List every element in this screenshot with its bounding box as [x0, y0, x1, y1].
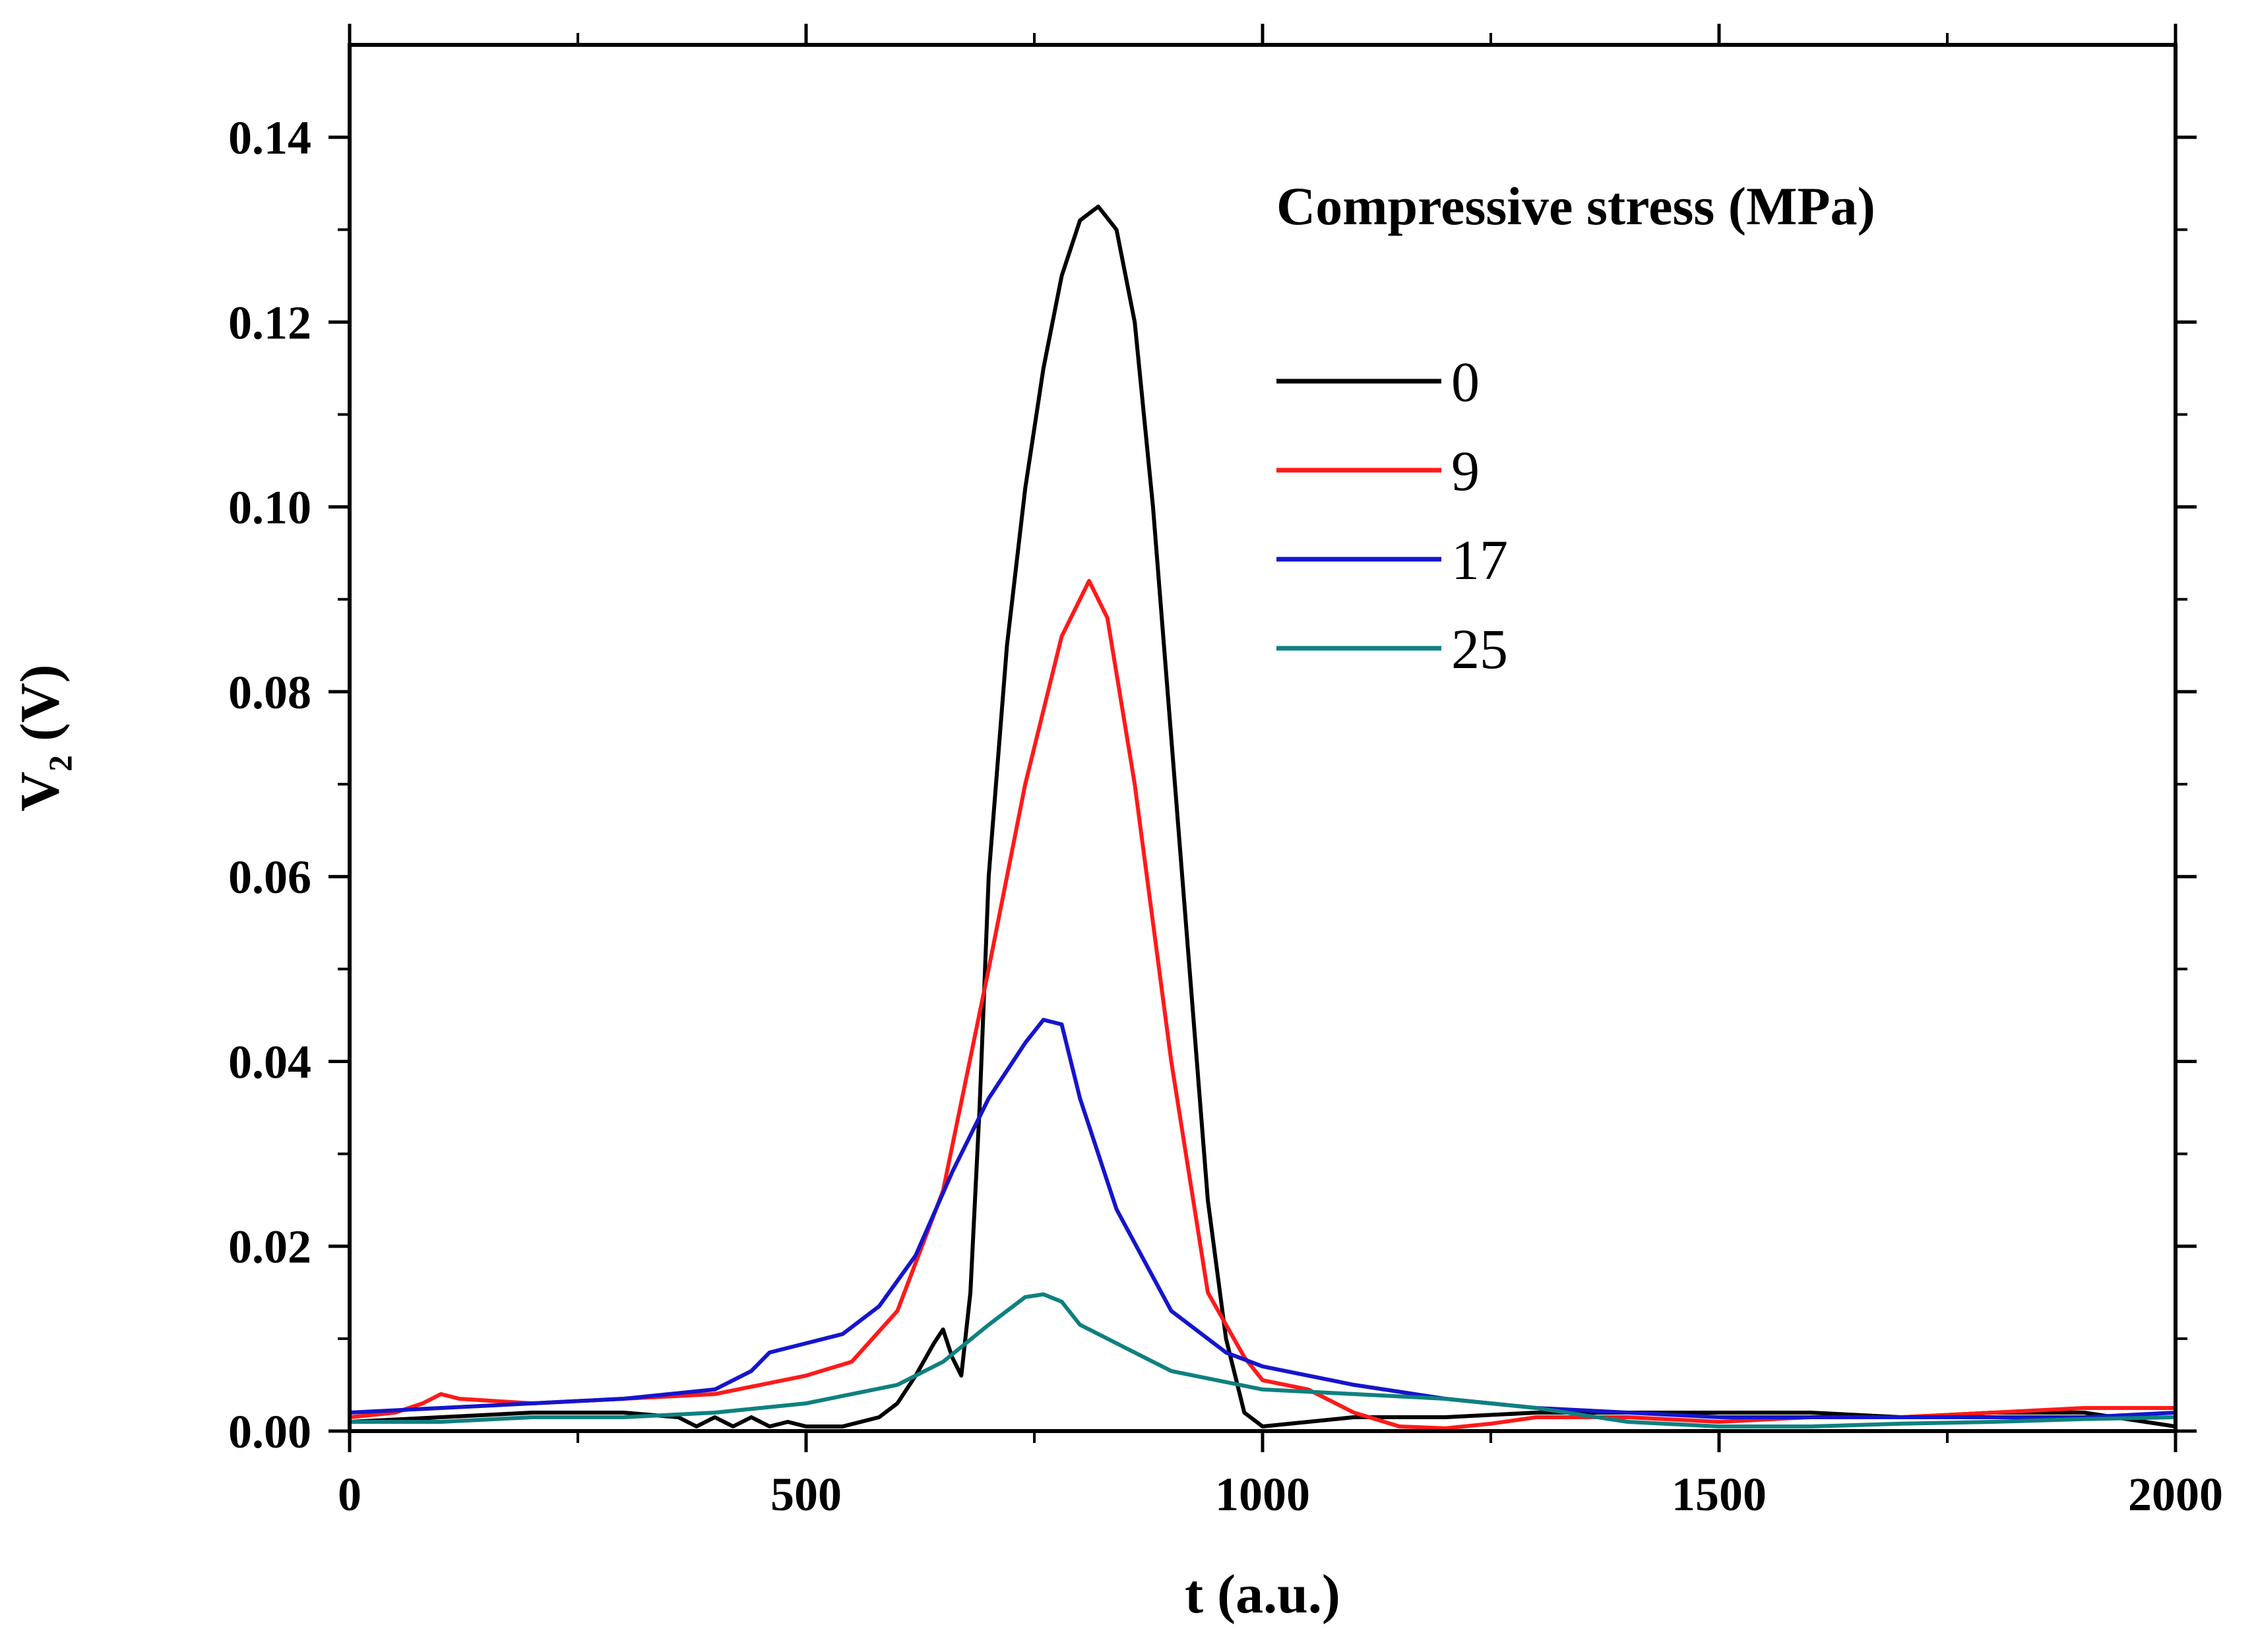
series-line-25	[348, 1292, 2178, 1428]
x-tick-label: 1500	[1672, 1468, 1767, 1521]
legend-label-9: 9	[1451, 439, 1480, 503]
y-axis-title-main: V	[9, 772, 71, 812]
y-tick-label: 0.10	[228, 481, 311, 534]
y-tick-label: 0.02	[228, 1221, 311, 1273]
legend: Compressive stress (MPa) 0 9 17 25	[1276, 176, 1875, 681]
tick-labels: 0 500 1000 1500 2000 0.00 0.02 0.04 0.06 0.08 0.10…	[228, 111, 2223, 1521]
y-tick-label: 0.12	[228, 296, 311, 349]
y-axis-title-unit: (V)	[9, 664, 71, 755]
x-tick-label: 2000	[2128, 1468, 2223, 1521]
x-axis-title: t (a.u.)	[1185, 1564, 1340, 1625]
y-tick-label: 0.06	[228, 851, 311, 903]
x-tick-label: 500	[770, 1468, 842, 1521]
series-layer	[348, 204, 2178, 1430]
legend-label-0: 0	[1451, 350, 1480, 413]
y-tick-label: 0.00	[228, 1405, 311, 1458]
x-tick-label: 0	[338, 1468, 361, 1521]
y-tick-label: 0.04	[228, 1035, 311, 1088]
x-tick-label: 1000	[1215, 1468, 1310, 1521]
legend-label-17: 17	[1451, 528, 1508, 592]
y-tick-label: 0.08	[228, 666, 311, 719]
legend-title: Compressive stress (MPa)	[1276, 176, 1875, 236]
series-line-0	[348, 204, 2178, 1428]
y-tick-label: 0.14	[228, 111, 311, 164]
y-axis-title-subscript: 2	[42, 755, 78, 772]
series-line-17	[348, 1018, 2178, 1419]
y-axis-title: V2 (V)	[9, 664, 78, 811]
plot-frame	[348, 43, 2178, 1433]
legend-label-25: 25	[1451, 617, 1508, 681]
